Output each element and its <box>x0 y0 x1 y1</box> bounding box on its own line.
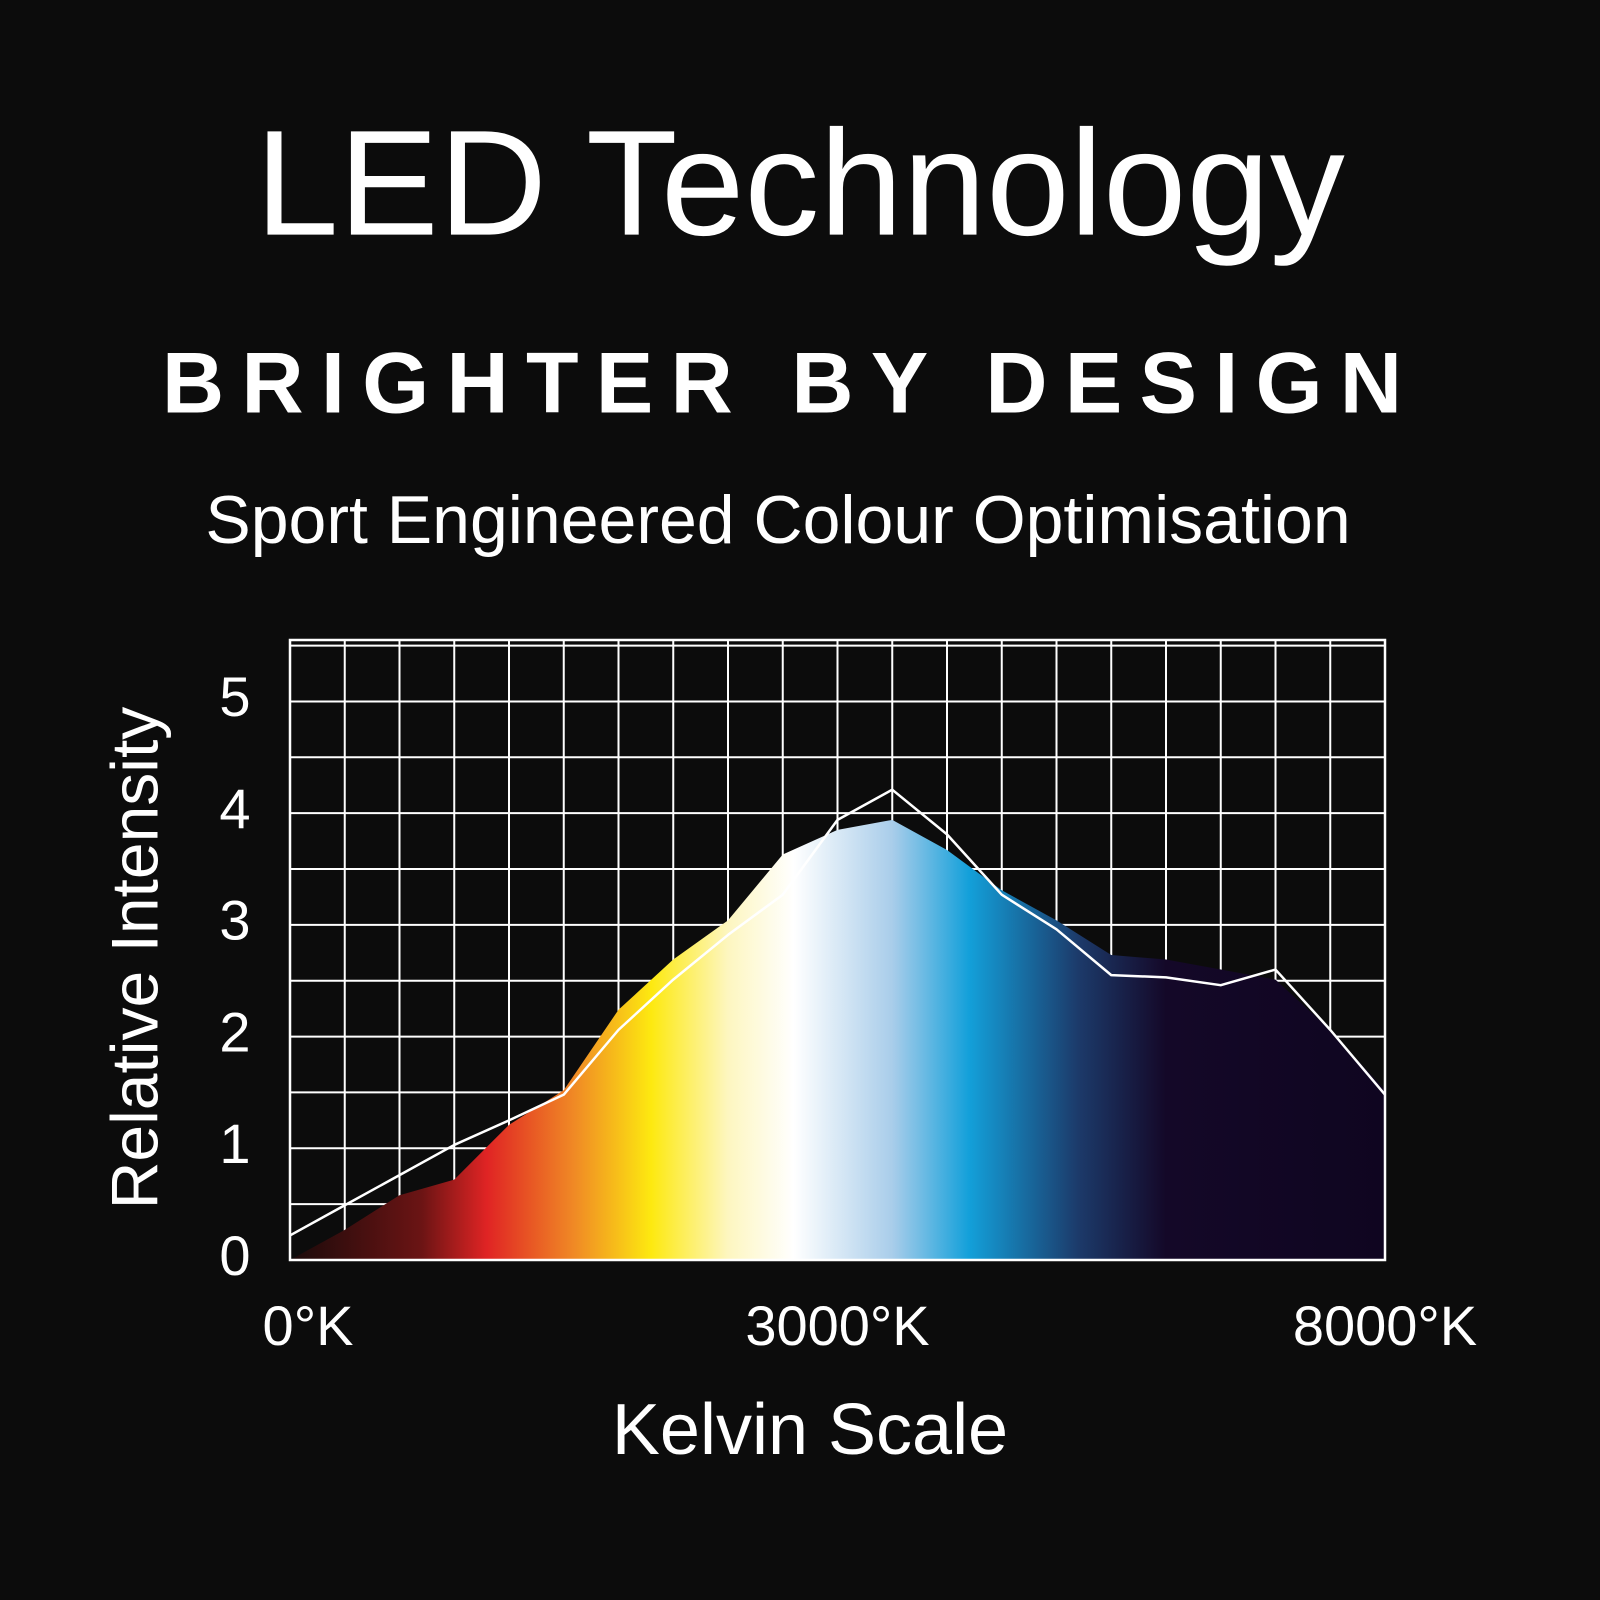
y-tick-label: 2 <box>219 1000 250 1063</box>
y-tick-label: 1 <box>219 1112 250 1175</box>
y-tick-label: 4 <box>219 777 250 840</box>
y-tick-label: 3 <box>219 889 250 952</box>
spectrum-area <box>290 819 1385 1260</box>
intensity-line <box>289 788 1386 1237</box>
x-tick-label: 0°K <box>263 1294 354 1357</box>
plot-frame <box>288 638 1387 1262</box>
y-axis-label: Relative Intensity <box>97 707 171 1210</box>
y-tick-label: 5 <box>219 665 250 728</box>
x-axis-label: Kelvin Scale <box>612 1390 1008 1470</box>
y-tick-label: 0 <box>219 1224 250 1287</box>
chart-title: LED Technology <box>255 99 1345 267</box>
x-tick-label: 8000°K <box>1293 1294 1477 1357</box>
subtitle: Sport Engineered Colour Optimisation <box>205 482 1350 558</box>
x-tick-label: 3000°K <box>745 1294 929 1357</box>
plot-area: 0 1 2 3 4 5 0°K 3000°K 8000°K <box>219 638 1477 1357</box>
